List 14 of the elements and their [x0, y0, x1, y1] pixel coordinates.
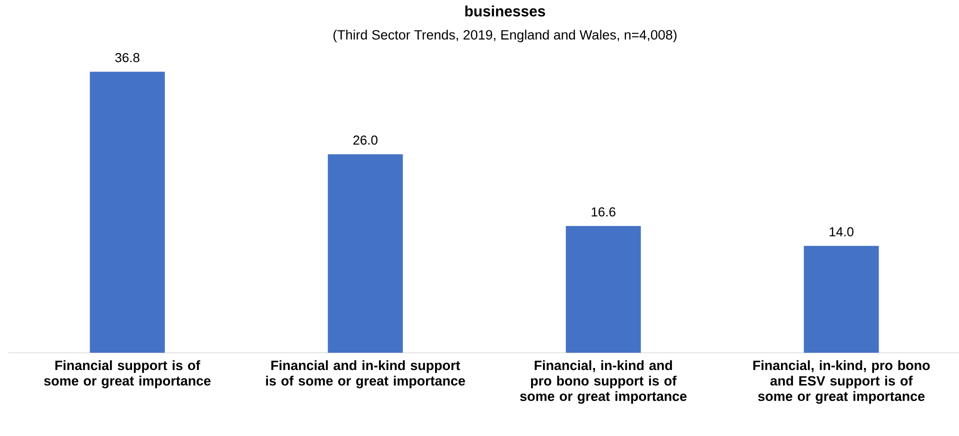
bar [566, 226, 641, 353]
data-label: 16.6 [592, 207, 616, 216]
bar [328, 154, 403, 353]
x-tick-label: Financial, in-kind and pro bono support is of some or great importance [520, 360, 687, 404]
data-label: 36.8 [115, 53, 140, 62]
data-label: 14.0 [830, 227, 854, 236]
x-tick-label: Financial, in-kind, pro bono and ESV support is of some or great importance [753, 360, 930, 404]
data-label: 26.0 [353, 136, 378, 145]
chart-subtitle: (Third Sector Trends, 2019, England and Wales, n=4,008) [333, 30, 676, 42]
bar [804, 246, 879, 353]
x-tick-label: Financial and in-kind support is of some or great importance [266, 360, 466, 388]
chart-title: businesses [465, 6, 546, 16]
x-tick-label: Financial support is of some or great importance [44, 360, 211, 388]
bar [90, 72, 165, 353]
